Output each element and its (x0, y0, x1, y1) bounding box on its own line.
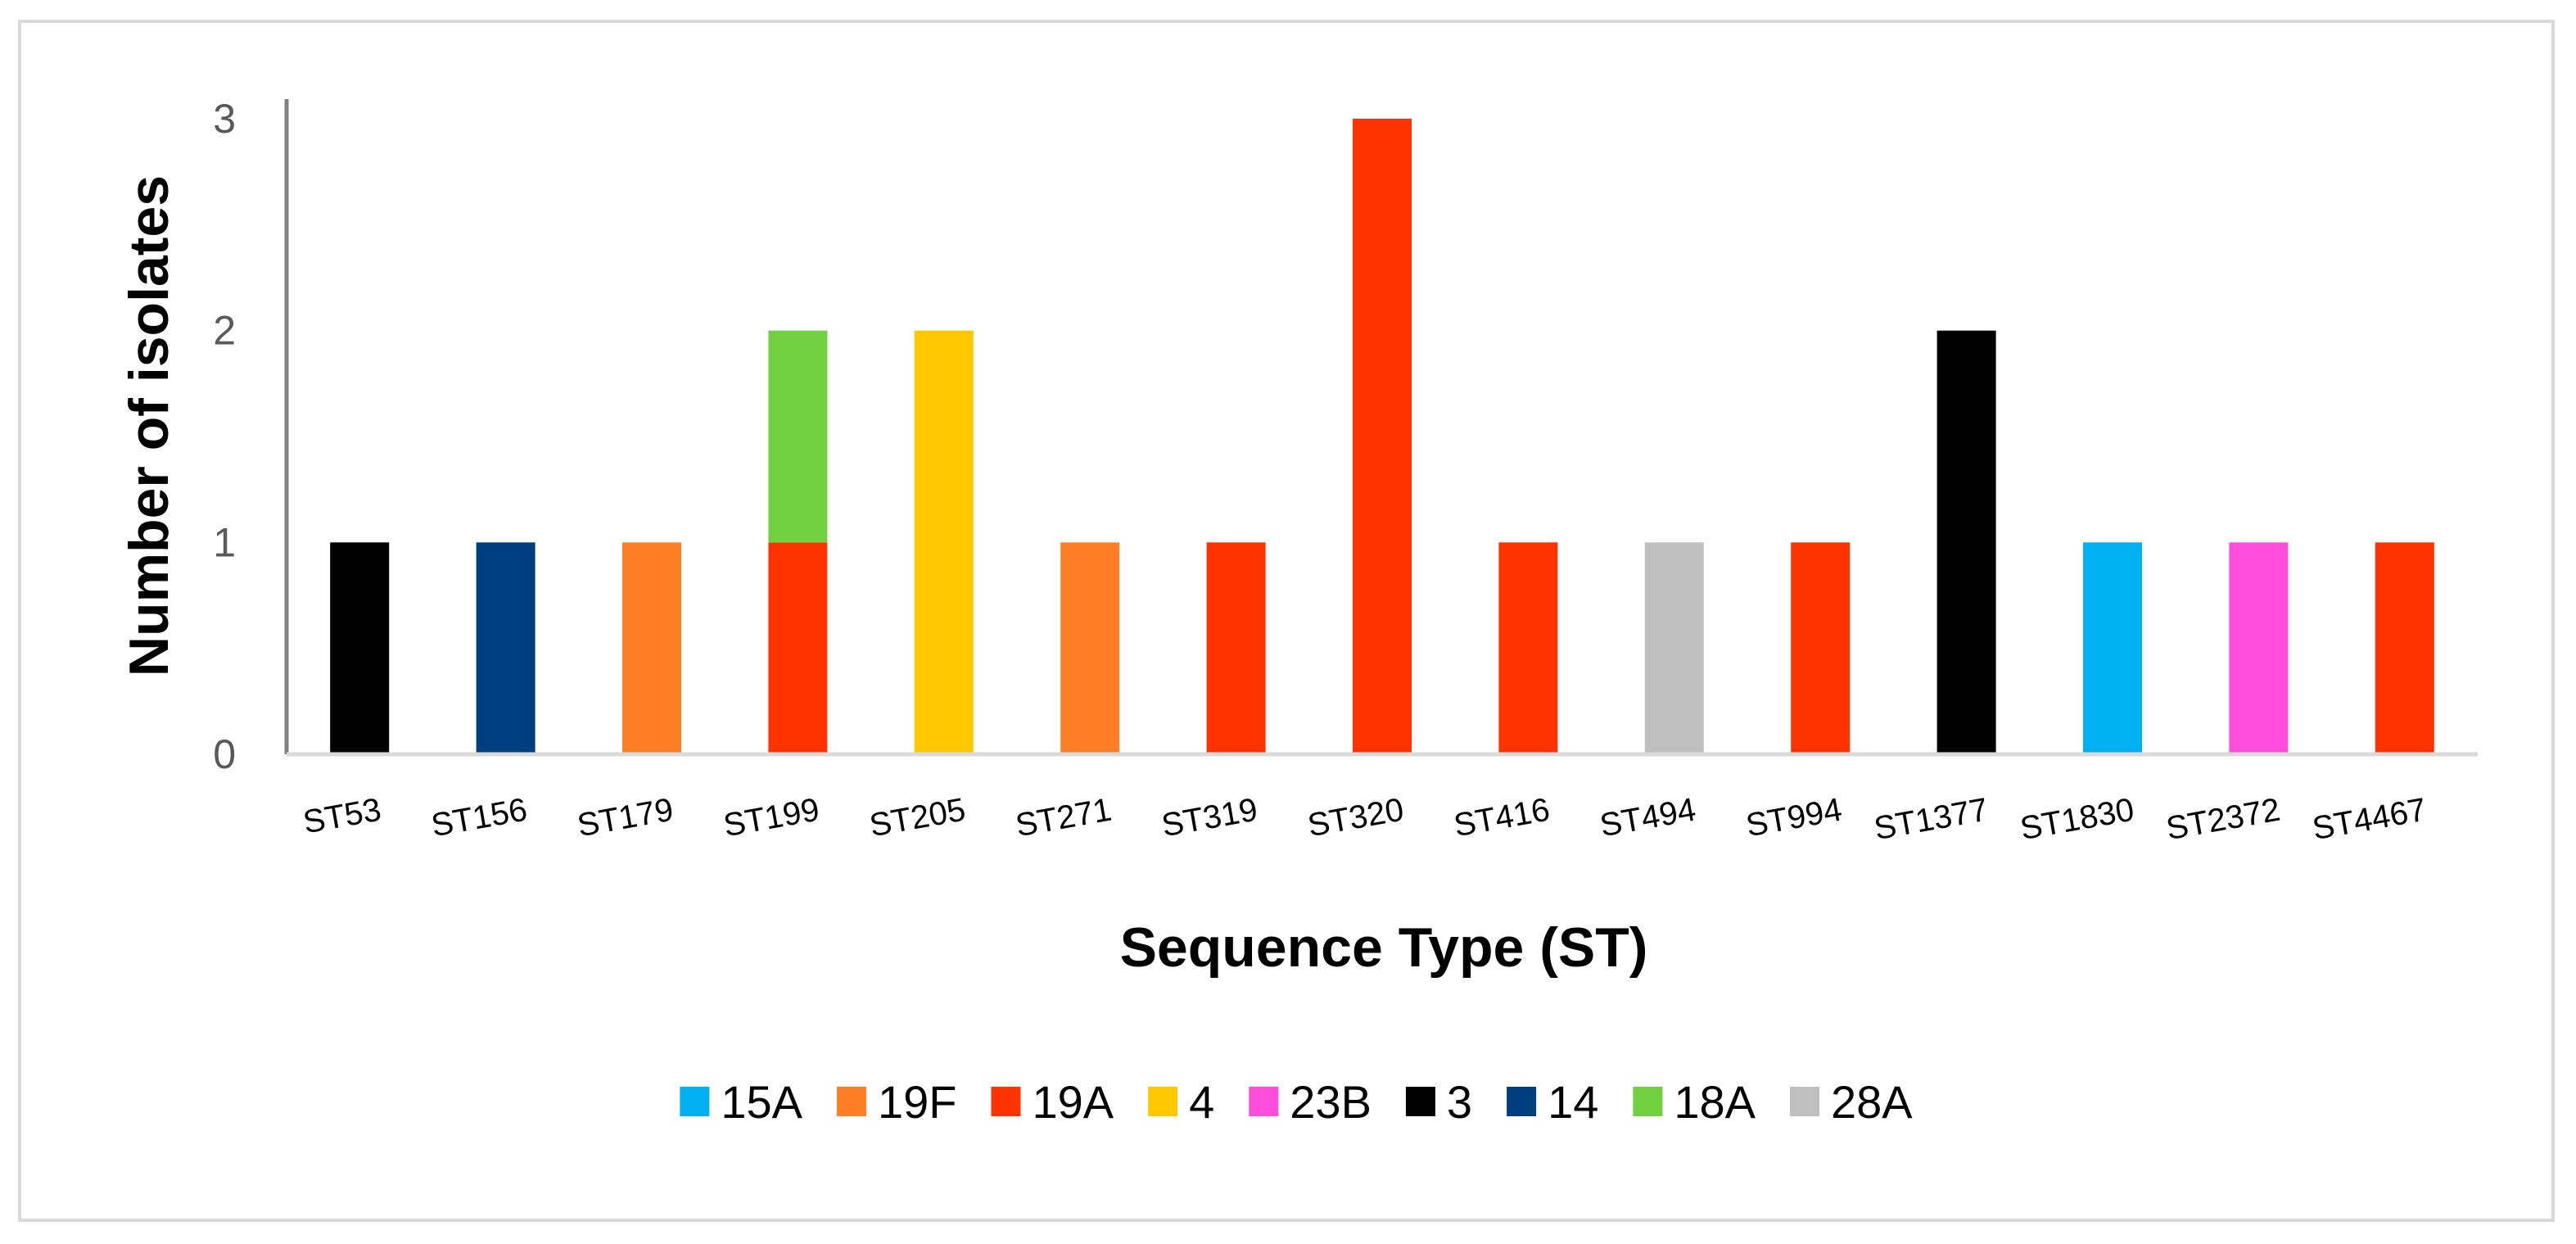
x-tick-label: ST205 (867, 792, 969, 844)
x-tick-label: ST1830 (2018, 792, 2137, 848)
legend-label-14: 14 (1548, 1076, 1598, 1128)
bar-ST199-19A (768, 542, 828, 754)
bar-ST205-4 (914, 330, 974, 755)
bar-ST319-19A (1206, 542, 1266, 754)
legend-swatch-19F (836, 1087, 866, 1116)
x-tick-label: ST1377 (1872, 792, 1991, 848)
x-tick-label: ST4467 (2310, 792, 2429, 848)
x-tick-label: ST994 (1743, 792, 1845, 844)
x-tick-label: ST416 (1451, 792, 1552, 844)
y-axis: 0 1 2 3 (213, 96, 289, 777)
bars (330, 119, 2434, 755)
legend-swatch-28A (1790, 1087, 1820, 1116)
legend-swatch-3 (1405, 1087, 1435, 1116)
legend-label-18A: 18A (1674, 1076, 1756, 1128)
legend-swatch-19A (991, 1087, 1021, 1116)
x-axis: ST53 ST156 ST179 ST199 ST205 ST271 ST319 ST320 S… (287, 752, 2478, 848)
x-tick-label: ST319 (1159, 792, 1260, 844)
y-tick-label: 0 (213, 731, 236, 777)
x-tick-label: ST494 (1598, 792, 1699, 844)
x-tick-label: ST156 (428, 792, 530, 844)
legend-swatch-15A (680, 1087, 710, 1116)
y-tick-label: 1 (213, 519, 236, 565)
bar-ST271-19F (1060, 542, 1120, 754)
legend-swatch-4 (1148, 1087, 1178, 1116)
legend-swatch-18A (1633, 1087, 1663, 1116)
bar-ST494-28A (1644, 542, 1704, 754)
legend-label-28A: 28A (1831, 1076, 1913, 1128)
x-tick-label: ST179 (575, 792, 676, 844)
legend-label-23B: 23B (1290, 1076, 1372, 1128)
legend-label-4: 4 (1189, 1076, 1214, 1128)
legend-label-19A: 19A (1032, 1076, 1114, 1128)
bar-ST4467-19A (2375, 542, 2434, 754)
legend-swatch-23B (1249, 1087, 1279, 1116)
y-axis-title: Number of isolates (118, 175, 180, 676)
bar-ST994-19A (1791, 542, 1851, 754)
legend: 15A 19F 19A 4 23B 3 14 18A 28A (680, 1076, 1913, 1128)
bar-ST179-19F (622, 542, 681, 754)
x-tick-label: ST320 (1305, 792, 1407, 844)
bar-ST320-19A (1353, 119, 1412, 754)
bar-ST1377-3 (1937, 330, 1996, 755)
bar-ST199-18A (768, 330, 828, 543)
y-tick-label: 2 (213, 308, 236, 354)
x-tick-label: ST53 (301, 792, 384, 841)
legend-label-15A: 15A (721, 1076, 802, 1128)
x-axis-title: Sequence Type (ST) (1120, 916, 1648, 979)
x-tick-label: ST199 (721, 792, 822, 844)
legend-label-3: 3 (1447, 1076, 1472, 1128)
bar-ST53-3 (330, 542, 390, 754)
legend-label-19F: 19F (878, 1076, 957, 1128)
bar-ST416-19A (1498, 542, 1558, 754)
bar-ST156-14 (476, 542, 536, 754)
bar-ST2372-23B (2229, 542, 2289, 754)
x-tick-label: ST271 (1013, 792, 1114, 844)
x-tick-label: ST2372 (2163, 792, 2283, 848)
bar-ST1830-15A (2083, 542, 2142, 754)
legend-swatch-14 (1507, 1087, 1537, 1116)
y-tick-label: 3 (213, 96, 236, 142)
